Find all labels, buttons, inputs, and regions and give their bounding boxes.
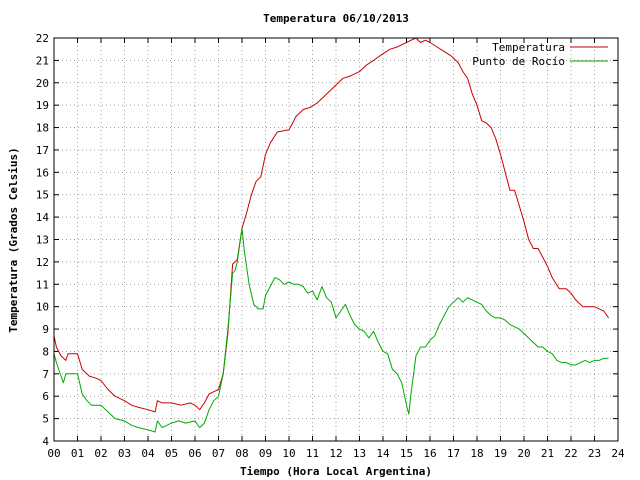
x-tick-label: 21 [541,447,554,460]
y-tick-label: 14 [36,211,50,224]
y-tick-label: 9 [42,323,49,336]
legend-label-punto-de-rocio: Punto de Rocío [472,55,565,68]
x-tick-label: 17 [447,447,460,460]
x-tick-label: 13 [353,447,366,460]
chart-title: Temperatura 06/10/2013 [263,12,409,25]
y-tick-label: 4 [42,435,49,448]
x-tick-label: 22 [564,447,577,460]
x-tick-label: 15 [400,447,413,460]
y-tick-label: 19 [36,99,49,112]
x-tick-label: 06 [188,447,201,460]
y-tick-label: 11 [36,278,49,291]
x-tick-label: 05 [165,447,178,460]
x-tick-label: 11 [306,447,319,460]
x-tick-label: 24 [611,447,625,460]
x-tick-label: 02 [94,447,107,460]
y-axis-label: Temperatura (Grados Celsius) [7,147,20,332]
x-tick-label: 14 [376,447,390,460]
y-tick-label: 15 [36,189,49,202]
x-tick-label: 00 [47,447,60,460]
x-tick-label: 10 [282,447,295,460]
x-tick-label: 23 [588,447,601,460]
legend-label-temperatura: Temperatura [492,41,565,54]
y-tick-label: 20 [36,77,49,90]
y-tick-label: 22 [36,32,49,45]
x-axis-label: Tiempo (Hora Local Argentina) [240,465,432,478]
y-tick-label: 7 [42,368,49,381]
y-tick-label: 17 [36,144,49,157]
x-tick-label: 01 [71,447,84,460]
x-tick-label: 03 [118,447,131,460]
x-tick-label: 18 [470,447,483,460]
y-tick-label: 16 [36,166,49,179]
x-tick-label: 09 [259,447,272,460]
series-line-temperatura [53,37,610,413]
x-tick-label: 12 [329,447,342,460]
y-tick-label: 5 [42,413,49,426]
plot-frame [53,37,619,442]
axis-ticks: 00 01 02 03 04 05 06 07 08 09 10 11 12 13 14 15 16 17 18 19… [36,32,625,460]
y-tick-label: 18 [36,122,49,135]
y-tick-label: 12 [36,256,49,269]
x-tick-label: 19 [494,447,507,460]
x-tick-label: 16 [423,447,436,460]
x-tick-label: 07 [212,447,225,460]
x-tick-label: 04 [141,447,155,460]
y-tick-label: 21 [36,54,49,67]
legend: Temperatura Punto de Rocío [472,41,608,68]
y-tick-label: 13 [36,234,49,247]
y-tick-label: 8 [42,345,49,358]
x-tick-label: 20 [517,447,530,460]
y-tick-label: 10 [36,301,49,314]
y-tick-label: 6 [42,390,49,403]
series-line-punto-de-rocio [53,227,609,433]
series-lines [53,37,610,433]
x-tick-label: 08 [235,447,248,460]
